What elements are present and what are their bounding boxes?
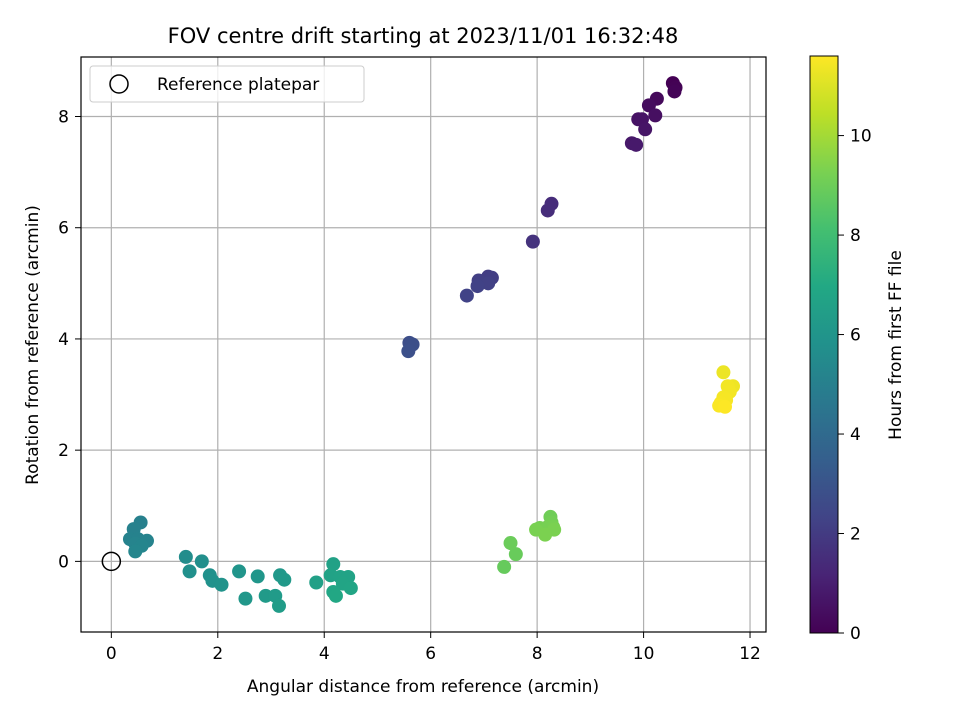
y-tick-label: 6 bbox=[58, 219, 69, 239]
legend-marker-icon bbox=[109, 74, 129, 94]
x-tick-label: 6 bbox=[425, 644, 436, 664]
y-tick-label: 8 bbox=[58, 108, 69, 128]
x-axis-ticks: 0 2 4 6 8 10 12 bbox=[106, 632, 761, 664]
data-point bbox=[326, 557, 341, 572]
data-point bbox=[629, 137, 644, 152]
x-tick-label: 8 bbox=[532, 644, 543, 664]
data-point bbox=[503, 536, 518, 551]
colorbar-tick-label: 6 bbox=[850, 326, 861, 346]
data-point bbox=[667, 84, 682, 99]
data-point bbox=[309, 575, 324, 590]
data-point bbox=[271, 598, 286, 613]
x-tick-label: 4 bbox=[319, 644, 330, 664]
legend-box bbox=[89, 65, 365, 103]
data-point bbox=[716, 365, 731, 380]
x-tick-label: 0 bbox=[106, 644, 117, 664]
data-point bbox=[214, 577, 229, 592]
legend: Reference platepar bbox=[89, 65, 365, 103]
y-tick-label: 0 bbox=[58, 552, 69, 572]
data-point bbox=[638, 122, 653, 137]
data-point bbox=[343, 581, 358, 596]
x-tick-label: 10 bbox=[633, 644, 655, 664]
data-point bbox=[328, 588, 343, 603]
colorbar-tick-label: 10 bbox=[850, 127, 872, 147]
data-point bbox=[258, 588, 273, 603]
data-point bbox=[238, 591, 253, 606]
data-point bbox=[277, 572, 292, 587]
data-point bbox=[128, 544, 143, 559]
data-point bbox=[250, 569, 265, 584]
colorbar-label: Hours from first FF file bbox=[886, 250, 906, 440]
chart-title: FOV centre drift starting at 2023/11/01 … bbox=[168, 24, 679, 48]
data-point bbox=[525, 234, 540, 249]
legend-entry-reference-platepar: Reference platepar bbox=[157, 75, 319, 95]
grid-lines bbox=[81, 57, 766, 632]
y-axis-label: Rotation from reference (arcmin) bbox=[23, 205, 43, 485]
data-point bbox=[459, 288, 474, 303]
colorbar-tick-label: 2 bbox=[850, 525, 861, 545]
data-point bbox=[401, 344, 416, 359]
data-point bbox=[508, 547, 523, 562]
data-point bbox=[648, 108, 663, 123]
data-point bbox=[497, 559, 512, 574]
data-point bbox=[182, 564, 197, 579]
data-points bbox=[122, 76, 741, 613]
x-axis-label: Angular distance from reference (arcmin) bbox=[247, 677, 599, 697]
data-point bbox=[194, 554, 209, 569]
data-point bbox=[718, 399, 733, 414]
data-point bbox=[232, 564, 247, 579]
y-tick-label: 4 bbox=[58, 330, 69, 350]
data-point bbox=[538, 527, 553, 542]
data-point bbox=[641, 98, 656, 113]
data-point bbox=[540, 203, 555, 218]
colorbar-tick-label: 8 bbox=[850, 226, 861, 246]
colorbar-tick-label: 4 bbox=[850, 425, 861, 445]
x-tick-label: 12 bbox=[739, 644, 761, 664]
colorbar-gradient bbox=[809, 55, 839, 634]
y-tick-label: 2 bbox=[58, 441, 69, 461]
colorbar: 0 2 4 6 8 10 Hours from first FF file bbox=[809, 55, 906, 644]
colorbar-tick-label: 0 bbox=[850, 624, 861, 644]
data-point bbox=[178, 549, 193, 564]
reference-platepar-marker bbox=[101, 551, 122, 572]
data-point bbox=[481, 276, 496, 291]
data-point bbox=[470, 279, 485, 294]
colorbar-ticks: 0 2 4 6 8 10 bbox=[838, 127, 872, 644]
plot-frame bbox=[80, 56, 767, 633]
x-tick-label: 2 bbox=[212, 644, 223, 664]
y-axis-ticks: 0 2 4 6 8 bbox=[58, 108, 81, 572]
